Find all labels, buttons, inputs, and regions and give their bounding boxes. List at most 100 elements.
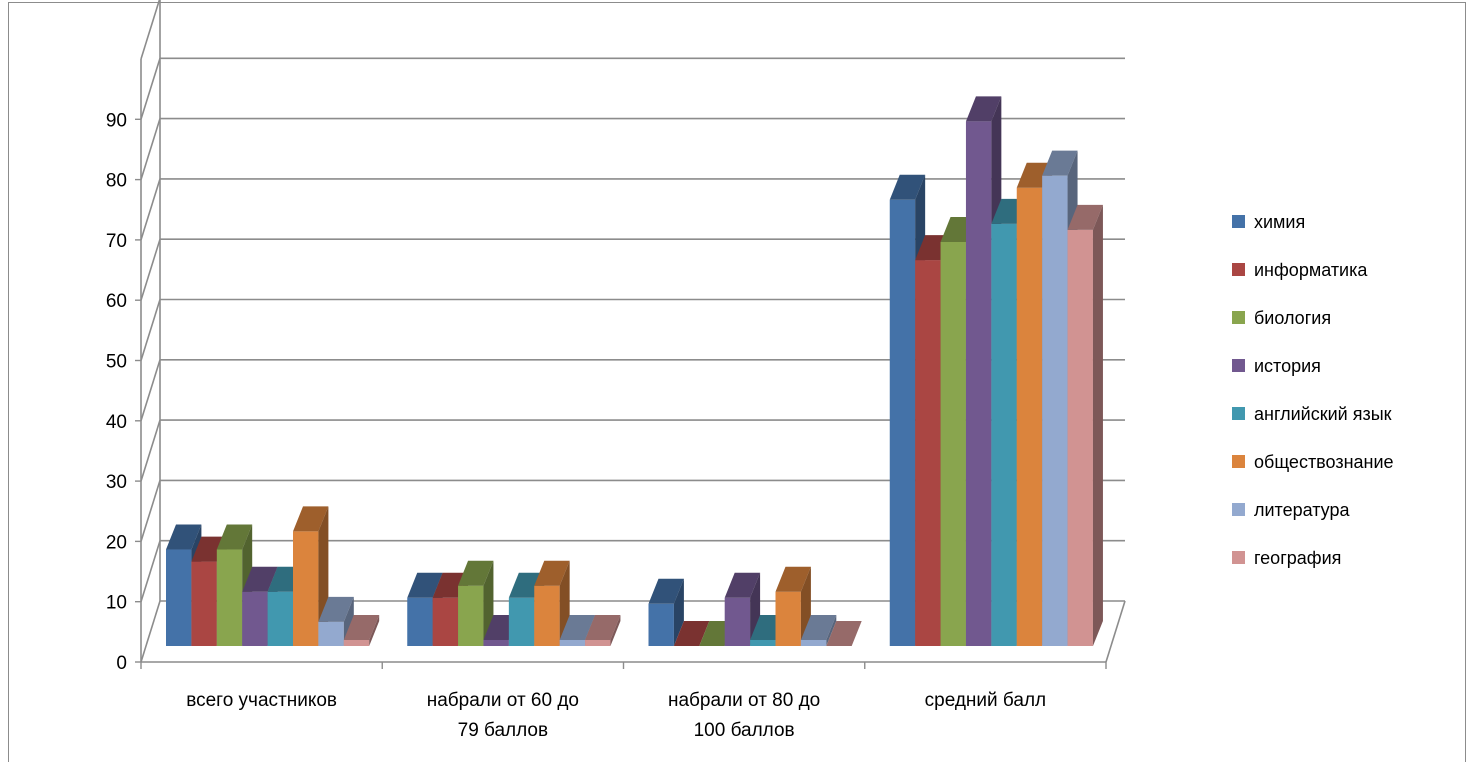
bar-1-5-top — [534, 560, 570, 586]
side-gridline-7 — [140, 178, 161, 241]
legend-label-5: обществознание — [1254, 452, 1394, 472]
bar-0-7-side — [369, 614, 380, 646]
bar-2-6-side — [826, 614, 837, 646]
bar-3-7-top — [1067, 204, 1103, 230]
y-tick-label-0: 0 — [116, 653, 127, 674]
y-tick-label-9: 90 — [106, 110, 127, 131]
bar-2-6 — [800, 639, 827, 646]
y-tick-label-3: 30 — [106, 472, 127, 493]
bar-2-0 — [648, 603, 674, 646]
bar-2-1-top — [673, 621, 710, 646]
y-tick-label-4: 40 — [106, 412, 127, 433]
bar-1-4 — [508, 597, 535, 646]
bar-2-5 — [775, 591, 801, 646]
bar-2-3-top — [724, 572, 761, 598]
bar-2-0-top — [648, 578, 684, 604]
bar-1-6-top — [559, 614, 596, 640]
bar-3-6 — [1042, 175, 1068, 646]
bar-1-2 — [458, 585, 484, 646]
legend-swatch-1 — [1232, 263, 1245, 276]
bar-0-7 — [343, 639, 370, 646]
legend-swatch-7 — [1232, 551, 1245, 564]
side-gridline-2 — [140, 480, 161, 542]
legend-label-6: литература — [1254, 500, 1350, 520]
y-tick-label-2: 20 — [106, 532, 127, 553]
bar-0-0 — [166, 549, 192, 646]
category-label-1-1: 79 баллов — [458, 720, 548, 741]
side-gridline-9 — [140, 58, 161, 120]
bar-3-6-top — [1042, 150, 1078, 176]
bar-0-5 — [293, 531, 319, 646]
y-tick-label-7: 70 — [106, 231, 127, 252]
side-gridline-6 — [140, 238, 161, 301]
side-gridline-top — [140, 0, 161, 60]
legend-swatch-0 — [1232, 215, 1245, 228]
bar-3-0-top — [889, 174, 926, 200]
bar-1-7-top — [585, 614, 621, 640]
bar-0-3 — [242, 591, 268, 646]
bar-2-0-side — [673, 578, 684, 646]
y-tick-label-6: 60 — [106, 291, 127, 312]
bar-0-2-top — [216, 524, 253, 550]
legend-label-0: химия — [1254, 212, 1305, 232]
bar-1-0 — [407, 597, 433, 646]
bar-0-3-top — [242, 566, 278, 592]
y-tick-label-5: 50 — [106, 352, 127, 373]
bar-0-7-top — [343, 614, 380, 640]
bar-0-0-top — [166, 524, 202, 550]
bar-1-7-side — [610, 614, 621, 646]
legend-label-7: география — [1254, 548, 1341, 568]
bar-3-3 — [965, 121, 992, 646]
side-gridline-1 — [140, 540, 161, 602]
bar-2-5-top — [775, 566, 811, 592]
legend-swatch-4 — [1232, 407, 1245, 420]
bar-0-6-top — [318, 596, 354, 622]
bar-2-6-top — [800, 614, 837, 640]
legend-label-3: история — [1254, 356, 1321, 376]
bar-0-1 — [191, 561, 217, 646]
side-gridline-8 — [140, 118, 161, 180]
y-tick-label-1: 10 — [106, 593, 127, 614]
bar-3-3-top — [965, 96, 1002, 122]
bar-1-0-top — [407, 572, 443, 598]
legend-swatch-6 — [1232, 503, 1245, 516]
bar-3-7 — [1067, 229, 1093, 646]
legend-label-1: информатика — [1254, 260, 1368, 280]
floor-right-edge — [1105, 600, 1126, 663]
category-label-2-0: набрали от 80 до — [668, 690, 820, 711]
category-label-1-0: набрали от 60 до — [427, 690, 579, 711]
side-gridline-3 — [140, 419, 161, 482]
legend-swatch-5 — [1232, 455, 1245, 468]
legend-label-4: английский язык — [1254, 404, 1392, 424]
side-gridline-4 — [140, 359, 161, 422]
bar-2-7-top — [826, 621, 862, 646]
legend-swatch-2 — [1232, 311, 1245, 324]
bar-0-5-top — [293, 506, 329, 532]
y-tick-label-8: 80 — [106, 171, 127, 192]
bar-3-7-side — [1092, 204, 1103, 646]
bar-2-3-side — [750, 572, 761, 646]
bar-3-1 — [915, 260, 941, 646]
bar-0-4 — [267, 591, 293, 646]
bar-0-2 — [216, 549, 243, 646]
bar-1-1 — [432, 597, 459, 646]
bar-1-7 — [585, 639, 611, 646]
category-label-0-0: всего участников — [186, 690, 337, 711]
bar-2-3 — [724, 597, 751, 646]
category-label-3-0: средний балл — [925, 690, 1047, 711]
side-gridline-5 — [140, 299, 161, 361]
bar-1-6 — [559, 639, 586, 646]
bar-3-2 — [940, 241, 966, 647]
bar-3-5 — [1016, 187, 1043, 646]
bar-2-4 — [750, 639, 776, 646]
bar-3-4 — [991, 223, 1017, 646]
category-label-2-1: 100 баллов — [694, 720, 795, 741]
chart-frame — [8, 2, 1466, 762]
bar-1-3 — [483, 639, 509, 646]
bar-1-5 — [534, 585, 560, 646]
bar-3-0 — [889, 199, 916, 646]
legend-label-2: биология — [1254, 308, 1331, 328]
side-gridline-0 — [140, 600, 161, 663]
legend-swatch-3 — [1232, 359, 1245, 372]
